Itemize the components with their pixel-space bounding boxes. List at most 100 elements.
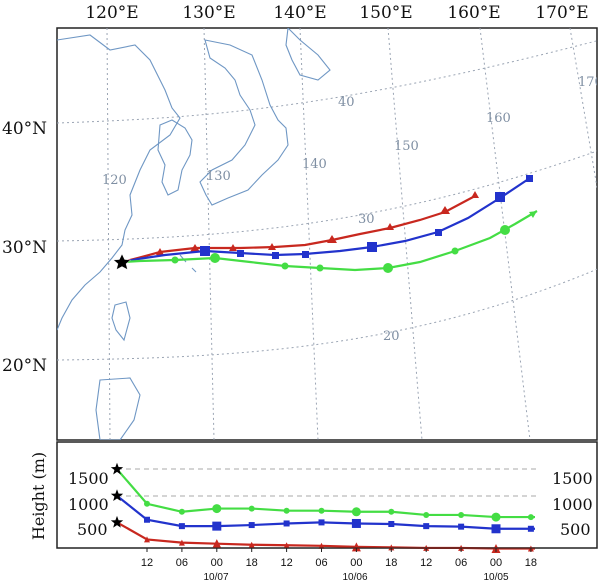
height-series-point xyxy=(388,520,395,527)
time-tick-label: 12 xyxy=(141,557,153,569)
lat-labels: 40°N 30°N 20°N xyxy=(2,119,47,376)
height-series-point xyxy=(248,505,255,512)
traj-blue-marker xyxy=(526,175,533,182)
time-tick-layer: 12 06 00 18 12 06 00 18 12 06 00 18 xyxy=(141,548,537,569)
height-axis-label: Height (m) xyxy=(29,452,48,540)
height-series-point xyxy=(318,519,325,526)
height-series-point xyxy=(351,507,361,517)
height-series-line xyxy=(116,468,535,519)
height-series-point xyxy=(178,539,185,546)
height-series-point xyxy=(248,522,255,529)
time-tick-label: 00 xyxy=(490,557,502,569)
height-tick-right-1000: 1000 xyxy=(552,495,593,514)
lon-label: 140°E xyxy=(273,3,326,23)
start-star-icon xyxy=(110,489,124,502)
traj-red-marker xyxy=(386,223,394,230)
grid-label-40: 40 xyxy=(338,95,355,110)
height-series-point xyxy=(491,512,501,522)
grid-label-160: 160 xyxy=(486,111,511,126)
map-content: 120 130 140 150 160 170 40 30 20 xyxy=(57,28,597,440)
height-tick-left-1000: 1000 xyxy=(68,495,109,514)
lon-label: 160°E xyxy=(447,3,500,23)
traj-green-marker xyxy=(383,263,393,273)
traj-green-marker xyxy=(281,262,289,270)
lon-label: 150°E xyxy=(359,3,412,23)
traj-red-marker xyxy=(471,191,479,198)
time-tick-label: 18 xyxy=(385,557,397,569)
traj-red-marker xyxy=(190,244,200,252)
height-series-point xyxy=(423,511,430,518)
time-tick-label: 06 xyxy=(176,557,188,569)
lon-label: 120°E xyxy=(85,3,138,23)
time-tick-label: 06 xyxy=(455,557,467,569)
time-tick-label: 06 xyxy=(315,557,327,569)
height-series-point xyxy=(458,511,465,518)
trajectory-blue xyxy=(121,175,533,264)
map-frame xyxy=(56,27,598,441)
height-series-point xyxy=(212,504,222,514)
grid-label-30: 30 xyxy=(358,212,375,227)
traj-green-marker xyxy=(451,247,459,255)
traj-red-marker xyxy=(156,248,164,255)
lon-label: 170°E xyxy=(535,3,588,23)
lon-labels: 120°E 130°E 140°E 150°E 160°E 170°E xyxy=(85,3,588,23)
height-tick-right-1500: 1500 xyxy=(552,469,593,488)
time-tick-label: 00 xyxy=(211,557,223,569)
lat-label: 20°N xyxy=(2,356,47,376)
time-tick-label: 12 xyxy=(280,557,292,569)
grid-label-130: 130 xyxy=(206,169,231,184)
height-series-line xyxy=(116,494,535,530)
height-series-point xyxy=(318,542,325,549)
height-reference-lines xyxy=(117,468,540,497)
height-series-point xyxy=(283,542,290,549)
height-frame xyxy=(56,441,598,549)
traj-red-marker xyxy=(440,206,450,214)
height-series-point xyxy=(178,508,185,515)
height-series-point xyxy=(283,507,290,514)
date-label-10-06: 10/06 xyxy=(342,572,367,583)
height-tick-left-1500: 1500 xyxy=(68,469,109,488)
grid-label-20: 20 xyxy=(383,329,400,344)
grid-label-140: 140 xyxy=(302,157,327,172)
traj-red-marker xyxy=(327,235,337,243)
height-tick-left-500: 500 xyxy=(77,520,108,539)
traj-green-arrowhead xyxy=(529,211,537,218)
lat-label: 40°N xyxy=(2,119,47,139)
start-star-icon xyxy=(110,515,124,528)
grid-label-120: 120 xyxy=(102,173,127,188)
height-series-point xyxy=(144,516,150,523)
height-series-point xyxy=(458,523,465,530)
height-series-point xyxy=(351,542,361,552)
time-tick-label: 12 xyxy=(420,557,432,569)
traj-blue-marker xyxy=(495,192,505,202)
height-series-point xyxy=(351,518,361,528)
traj-blue-marker xyxy=(367,242,377,252)
height-series-point xyxy=(423,523,430,530)
traj-green-marker xyxy=(210,253,220,263)
height-series-point xyxy=(527,525,534,532)
traj-red-marker xyxy=(268,243,276,250)
traj-blue-marker xyxy=(302,251,309,258)
traj-red-marker xyxy=(229,244,237,251)
height-series-point xyxy=(491,524,501,534)
height-series-point xyxy=(388,544,395,551)
time-tick-label: 18 xyxy=(525,557,537,569)
height-series-point xyxy=(388,508,395,515)
height-series-point xyxy=(318,507,325,514)
source-star-icon xyxy=(113,253,131,270)
grid-label-150: 150 xyxy=(394,139,419,154)
height-series-point xyxy=(144,536,150,543)
traj-green-marker xyxy=(171,256,179,264)
trajectory-red xyxy=(121,191,479,264)
height-series-point xyxy=(144,500,150,507)
parallel-lines xyxy=(57,40,597,361)
height-tick-right-500: 500 xyxy=(560,520,591,539)
traj-green-marker xyxy=(500,225,510,235)
lat-label: 30°N xyxy=(2,238,47,258)
height-series-point xyxy=(212,539,222,549)
traj-blue-marker xyxy=(272,252,279,259)
height-series-point xyxy=(178,523,185,530)
height-series-point xyxy=(248,541,255,548)
date-label-10-05: 10/05 xyxy=(483,572,508,583)
